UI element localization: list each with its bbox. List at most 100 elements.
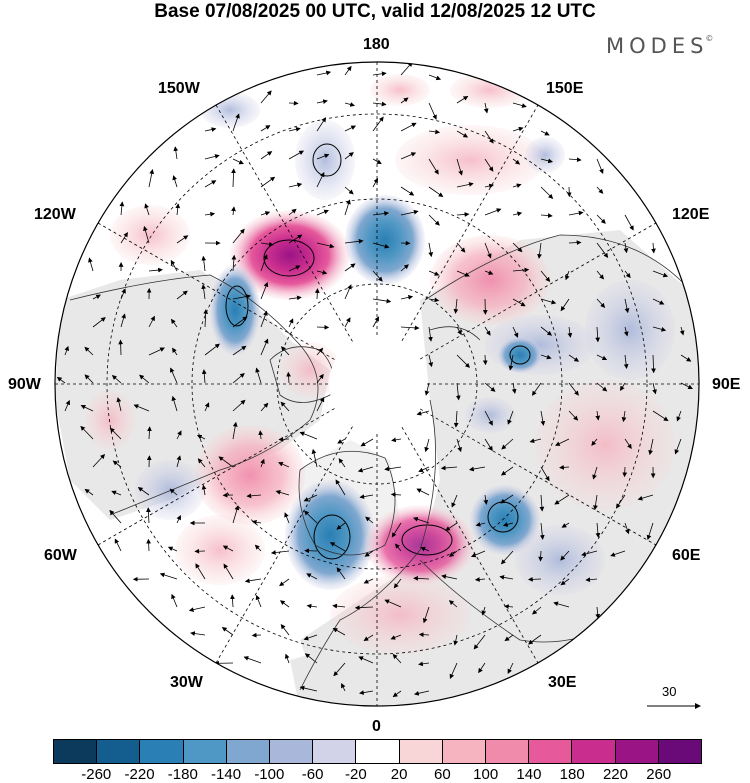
wind-vector xyxy=(508,354,514,371)
colorbar-segment xyxy=(270,740,314,763)
wind-vector xyxy=(260,211,271,216)
wind-vector xyxy=(679,326,685,336)
wind-vector xyxy=(390,492,402,497)
wind-vector xyxy=(56,376,66,384)
wind-vector xyxy=(674,438,682,455)
wind-vector xyxy=(538,550,544,562)
wind-vector xyxy=(585,577,598,583)
wind-vector xyxy=(596,214,606,224)
wind-vector xyxy=(531,606,542,615)
wind-vector xyxy=(651,354,656,374)
wind-vector xyxy=(172,175,178,188)
wind-vector xyxy=(680,354,692,362)
wind-vector xyxy=(624,214,634,231)
wind-vector xyxy=(109,427,122,440)
wind-vector xyxy=(365,516,374,524)
wind-vector xyxy=(568,210,584,216)
wind-vector xyxy=(568,157,582,163)
wind-vector xyxy=(260,458,265,468)
wind-vector xyxy=(360,438,374,447)
wind-vector xyxy=(512,326,519,338)
wind-vector xyxy=(400,295,414,300)
wind-vector xyxy=(390,634,402,640)
colorbar-segment xyxy=(529,740,573,763)
wind-vector xyxy=(456,326,462,336)
wind-vector xyxy=(652,326,667,332)
wind-vector xyxy=(456,242,466,253)
wind-vector xyxy=(592,466,598,480)
wind-vector xyxy=(137,487,150,496)
wind-vector xyxy=(560,578,570,586)
wind-vector xyxy=(428,326,433,342)
wind-vector xyxy=(167,546,178,552)
lon-label-150w: 150W xyxy=(158,80,200,97)
wind-vector xyxy=(500,494,514,504)
wind-vector xyxy=(652,382,657,395)
wind-vector xyxy=(413,576,430,581)
wind-vector xyxy=(507,410,514,425)
wind-vector xyxy=(304,510,318,524)
wind-vector xyxy=(316,70,332,76)
wind-vector xyxy=(204,127,217,132)
wind-vector xyxy=(502,522,514,527)
wind-vector xyxy=(456,438,462,453)
wind-vector xyxy=(260,151,273,160)
wind-vector xyxy=(540,326,553,336)
colorbar-tick-label: -220 xyxy=(124,766,155,783)
wind-vector xyxy=(316,242,335,249)
wind-vector xyxy=(204,154,220,160)
lon-label-90w: 90W xyxy=(8,376,41,393)
wind-vector xyxy=(512,126,524,132)
wind-vector xyxy=(501,438,514,450)
wind-vector xyxy=(469,466,486,472)
lon-label-0: 0 xyxy=(372,718,381,735)
wind-vector xyxy=(316,117,327,132)
wind-vector xyxy=(448,600,458,608)
wind-vector xyxy=(303,634,318,641)
wind-vector xyxy=(384,466,402,472)
wind-vector xyxy=(528,634,542,645)
wind-vector xyxy=(176,514,181,524)
wind-vector xyxy=(648,438,654,456)
wind-vector xyxy=(416,410,430,416)
wind-vector xyxy=(484,183,494,189)
wind-vector xyxy=(595,522,601,538)
wind-vector xyxy=(581,550,598,557)
wind-vector xyxy=(568,410,579,421)
wind-vector xyxy=(484,382,496,392)
wind-vector xyxy=(484,438,493,452)
wind-vector xyxy=(111,374,122,384)
wind-vector xyxy=(400,62,413,76)
wind-vector xyxy=(280,346,290,356)
colorbar xyxy=(53,739,702,764)
wind-vector xyxy=(364,550,374,557)
wind-vector xyxy=(392,690,402,698)
wind-vector xyxy=(540,354,552,360)
wind-vector xyxy=(428,102,437,120)
wind-vector xyxy=(474,577,486,582)
lon-label-120w: 120W xyxy=(34,206,76,223)
wind-vector xyxy=(84,488,94,496)
wind-vector xyxy=(148,169,155,188)
wind-vector xyxy=(203,309,209,328)
wind-vector xyxy=(246,493,262,499)
wind-vector xyxy=(120,313,126,328)
wind-vector xyxy=(204,402,210,412)
wind-vector xyxy=(539,522,545,540)
wind-vector xyxy=(596,382,608,392)
wind-vector xyxy=(176,290,188,300)
wind-vector xyxy=(593,494,598,511)
wind-vector xyxy=(260,241,274,247)
wind-vector xyxy=(201,484,207,496)
wind-vector xyxy=(424,438,430,453)
wind-vector xyxy=(615,494,626,509)
wind-vector xyxy=(372,101,387,107)
wind-vector xyxy=(299,431,318,440)
wind-vector xyxy=(146,507,151,524)
wind-vector xyxy=(418,632,430,638)
wind-vector xyxy=(148,347,165,356)
wind-vector xyxy=(637,494,654,501)
wind-vector xyxy=(109,509,122,524)
wind-vector xyxy=(311,448,318,468)
wind-vector xyxy=(483,494,489,505)
